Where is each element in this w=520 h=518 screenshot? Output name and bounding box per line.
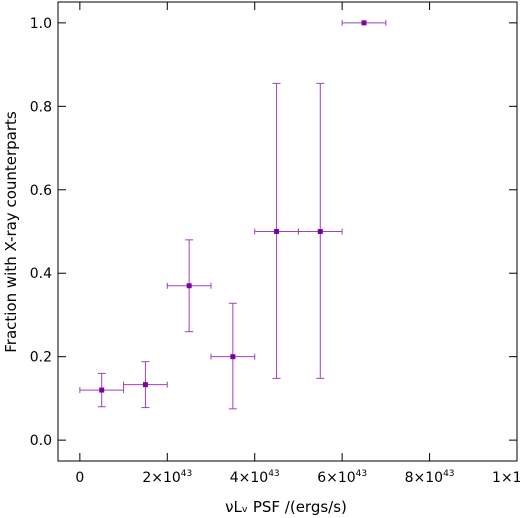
data-point <box>79 372 125 408</box>
y-tick-label: 1.0 <box>30 16 52 32</box>
x-tick-label: 1×1044 <box>492 469 520 486</box>
x-tick-label: 4×1043 <box>230 469 280 486</box>
data-point <box>166 239 212 333</box>
point-marker <box>186 283 192 289</box>
x-axis: 0 2×1043 4×1043 6×1043 8×1043 1×1044 <box>75 2 520 486</box>
y-axis-title: Fraction with X-ray counterparts <box>2 111 20 353</box>
x-axis-title: νLᵥ PSF /(ergs/s) <box>225 498 347 516</box>
x-tick-label: 2×1043 <box>142 469 192 486</box>
x-tick-label: 0 <box>75 470 84 486</box>
data-point <box>210 302 256 410</box>
y-axis: 0.0 0.2 0.4 0.6 0.8 1.0 <box>30 16 517 449</box>
y-tick-label: 0.4 <box>30 266 52 282</box>
plot-frame <box>57 1 518 462</box>
data-point <box>297 82 343 379</box>
y-tick-label: 0.6 <box>30 183 52 199</box>
x-tick-label: 8×1043 <box>405 469 455 486</box>
point-marker <box>361 20 367 26</box>
point-marker <box>230 354 236 360</box>
point-marker <box>274 229 280 234</box>
y-tick-label: 0.0 <box>30 433 52 449</box>
point-marker <box>317 229 323 234</box>
point-marker <box>142 382 148 388</box>
data-point <box>254 82 299 379</box>
point-marker <box>99 387 105 393</box>
data-point <box>123 361 168 409</box>
x-tick-label: 6×1043 <box>317 469 367 486</box>
data-series <box>79 19 387 410</box>
data-point <box>341 19 387 26</box>
y-tick-label: 0.8 <box>30 99 52 115</box>
y-tick-label: 0.2 <box>30 350 52 366</box>
